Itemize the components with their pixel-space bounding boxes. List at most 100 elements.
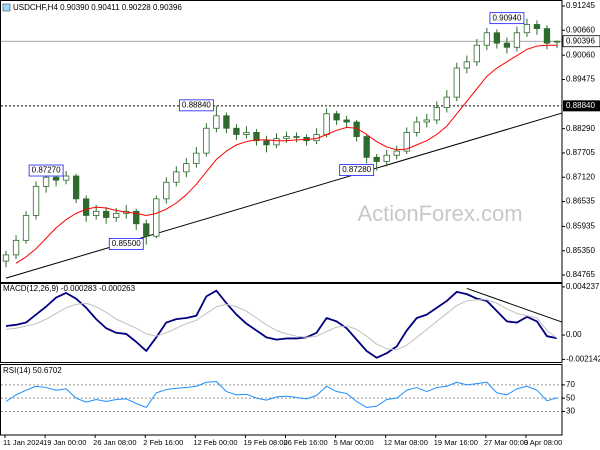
candle-body [473,44,481,63]
candle-body [253,132,260,142]
last-price-label: 0.90396 [566,36,595,45]
candle-body [343,119,350,123]
candle-body [72,175,80,200]
y-tick-label: 50 [566,393,575,402]
candle-body [173,171,180,183]
candle-body [503,42,511,48]
candle-body [263,140,270,146]
last-price-box [562,35,600,48]
rsi-title: RSI(14) 50.6702 [3,366,62,375]
candle-body [373,156,380,162]
y-tick-label: 0.87705 [566,148,595,157]
y-tick-label: 30 [566,407,575,416]
candle-body [233,127,240,135]
x-tick-label: 19 Jan 00:00 [43,438,86,447]
candle-body [353,121,360,137]
x-tick-label: 19 Mar 16:00 [434,438,478,447]
candle-body [32,185,40,216]
candle-body [463,61,470,69]
candle-body [553,40,561,43]
annotation-label: 0.88840 [182,100,211,109]
trendline [466,287,563,323]
indicator-line [5,381,558,408]
candle-body [213,115,220,129]
candle-body [143,223,150,237]
symbol-icon [2,3,11,12]
candle-body [113,212,120,218]
annotation-box [28,164,64,177]
y-tick-label: 0.88290 [566,124,595,133]
candle-body [82,198,90,216]
x-tick-label: 19 Feb 08:00 [243,438,287,447]
candle-body [393,150,400,156]
candle-body [333,113,340,121]
macd-panel-frame [0,283,563,363]
annotation-box [489,12,525,25]
annotation-label: 0.85500 [112,239,141,248]
candle-body [513,32,521,48]
x-tick-label: 27 Mar 00:00 [484,438,528,447]
candle-body [383,154,390,162]
y-tick-label: 0.85350 [566,246,595,255]
candle-body [52,176,60,181]
candle-body [163,181,170,200]
x-tick-label: 5 Mar 00:00 [334,438,374,447]
candle-body [12,239,20,256]
x-tick-label: 12 Feb 00:00 [193,438,237,447]
watermark: ActionForex.com [357,201,522,226]
candle-body [62,175,70,181]
indicator-line [5,299,558,351]
candle-body [223,115,230,129]
candle-body [543,28,551,44]
x-tick-label: 3 Apr 08:00 [524,438,562,447]
annotation-box [339,164,375,177]
annotation-label: 0.90940 [492,13,521,22]
y-tick-label: 70 [566,380,575,389]
trendline [5,112,563,279]
y-tick-label: 0.85935 [566,222,595,231]
candle-body [363,136,370,158]
candle-body [453,67,460,98]
moving-average [15,44,557,264]
x-tick-label: 2 Feb 16:00 [143,438,183,447]
indicator-line [5,289,558,359]
candle-body [22,215,30,241]
y-tick-label: -0.002142 [566,355,600,364]
level-box [563,100,600,112]
x-tick-label: 11 Jan 2024 [3,438,44,447]
candle-body [243,132,250,135]
level-label: 0.88840 [566,101,595,110]
rsi-panel-frame [0,364,563,436]
annotation-label: 0.87280 [342,165,371,174]
candle-body [293,136,300,138]
y-tick-label: 0.90060 [566,50,595,59]
y-tick-label: 0.87120 [566,172,595,181]
candle-body [283,136,290,140]
candle-body [153,198,160,237]
x-tick-label: 12 Mar 08:00 [384,438,428,447]
x-tick-label: 26 Feb 16:00 [284,438,328,447]
y-tick-label: 0.004237 [566,282,600,291]
annotation-box [178,99,214,112]
y-tick-label: 0.84765 [566,270,595,279]
candle-body [443,96,450,108]
candle-body [193,152,200,164]
candle-body [93,210,100,216]
macd-title: MACD(12,26,9) -0.000283 -0.000263 [3,284,136,293]
candle-body [103,210,110,218]
candle-body [133,210,140,225]
candle-body [183,163,190,173]
annotation-box [108,238,144,250]
candle-body [273,138,280,146]
candle-body [423,119,430,123]
y-tick-label: 0.91245 [566,1,595,10]
y-tick-label: 0.90660 [566,25,595,34]
candle-body [323,113,330,135]
annotation-label: 0.87270 [32,166,61,175]
candle-body [523,24,531,34]
price-panel-frame [0,0,563,283]
